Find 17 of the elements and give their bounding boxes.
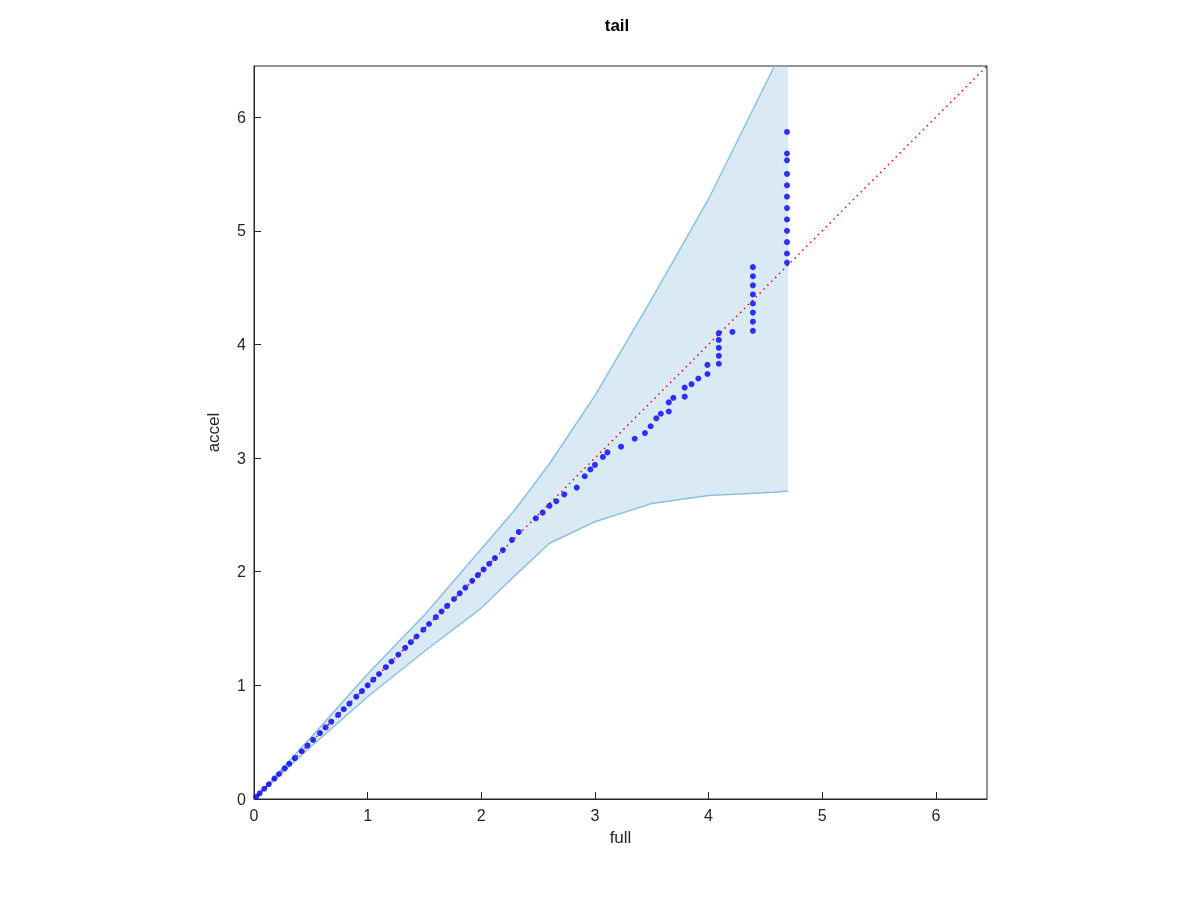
y-tick-label: 6: [237, 108, 247, 126]
x-axis-title: full: [609, 828, 632, 847]
y-tick-label: 1: [237, 676, 247, 694]
y-tick-label: 0: [237, 790, 247, 808]
x-tick-label: 1: [363, 806, 373, 824]
y-tick-label: 5: [237, 222, 247, 240]
y-axis-title: accel: [204, 412, 223, 453]
x-tick-label: 3: [590, 806, 600, 824]
y-tick-label: 4: [237, 335, 247, 353]
y-tick-label: 2: [237, 563, 247, 581]
x-tick-label: 4: [704, 806, 714, 824]
x-tick-label: 0: [249, 806, 259, 824]
x-tick-label: 2: [476, 806, 486, 824]
x-tick-label: 5: [817, 806, 827, 824]
y-tick-label: 3: [237, 449, 247, 467]
chart-title: tail: [604, 16, 630, 35]
x-tick-label: 6: [931, 806, 941, 824]
